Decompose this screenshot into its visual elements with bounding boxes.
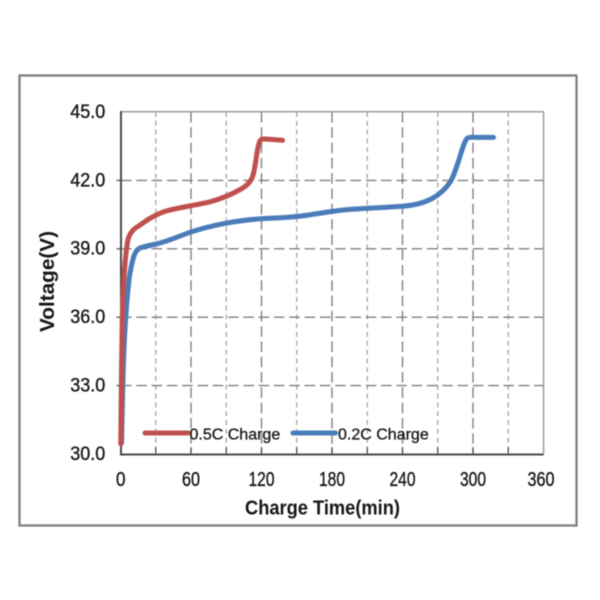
svg-text:180: 180 <box>319 469 345 491</box>
svg-text:30.0: 30.0 <box>70 443 105 465</box>
svg-text:42.0: 42.0 <box>70 169 105 191</box>
svg-text:360: 360 <box>528 469 555 491</box>
svg-text:120: 120 <box>249 469 275 491</box>
svg-text:Voltage(V): Voltage(V) <box>36 231 59 332</box>
svg-text:0.2C Charge: 0.2C Charge <box>338 426 429 443</box>
svg-text:300: 300 <box>460 469 486 491</box>
svg-text:60: 60 <box>182 469 200 491</box>
svg-text:240: 240 <box>390 469 416 491</box>
svg-text:39.0: 39.0 <box>70 238 105 260</box>
svg-text:36.0: 36.0 <box>70 306 105 328</box>
svg-text:0.5C Charge: 0.5C Charge <box>190 426 281 443</box>
svg-text:Charge Time(min): Charge Time(min) <box>245 498 400 520</box>
svg-text:33.0: 33.0 <box>70 375 105 397</box>
svg-text:45.0: 45.0 <box>70 101 105 123</box>
svg-text:0: 0 <box>116 469 126 491</box>
